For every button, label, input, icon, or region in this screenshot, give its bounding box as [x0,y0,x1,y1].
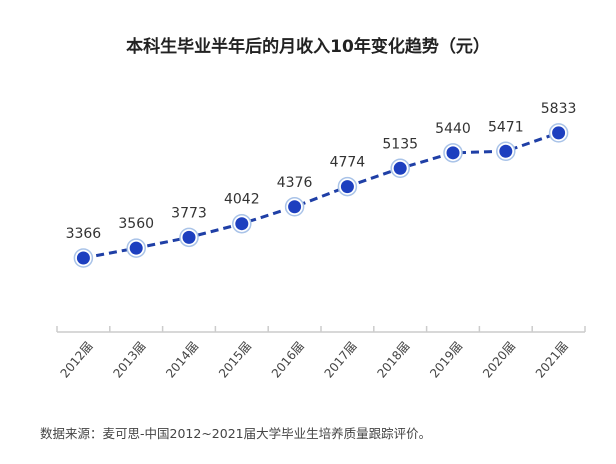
x-tick-label: 2021届 [533,339,571,381]
data-point [499,144,513,158]
data-label: 5440 [435,121,471,137]
data-point [182,230,196,244]
data-label: 3773 [171,205,207,221]
x-tick-label: 2020届 [480,339,518,381]
x-tick-label: 2013届 [110,339,148,381]
x-tick-label: 2019届 [427,339,465,381]
data-point [288,200,302,214]
data-point [552,126,566,140]
x-tick-label: 2017届 [322,339,360,381]
data-label: 4376 [277,175,313,191]
x-tick-label: 2018届 [374,339,412,381]
data-label: 3560 [118,216,154,232]
x-axis: 2012届 2013届 2014届 2015届 2016届 2017届 2018届 2019届… [56,326,586,381]
data-label: 3366 [66,226,102,242]
series-line [83,131,560,260]
data-label: 5471 [488,119,524,135]
data-label: 4774 [330,155,366,171]
x-tick-label: 2016届 [269,339,307,381]
data-point [235,217,249,231]
source-note: 数据来源：麦可思-中国2012~2021届大学毕业生培养质量跟踪评价。 [40,426,431,441]
data-label: 5135 [382,136,418,152]
x-tick-label: 2012届 [58,339,96,381]
data-points: 3366 3560 3773 4042 4376 4774 5135 5440 5471 5833 [66,101,577,268]
data-point [393,161,407,175]
data-point [340,180,354,194]
x-tick-label: 2015届 [216,339,254,381]
data-label: 4042 [224,192,260,208]
data-point [129,241,143,255]
data-label: 5833 [541,101,577,117]
data-point [446,146,460,160]
data-point [76,251,90,265]
x-tick-label: 2014届 [163,339,201,381]
chart-title: 本科生毕业半年后的月收入10年变化趋势（元） [126,36,490,57]
